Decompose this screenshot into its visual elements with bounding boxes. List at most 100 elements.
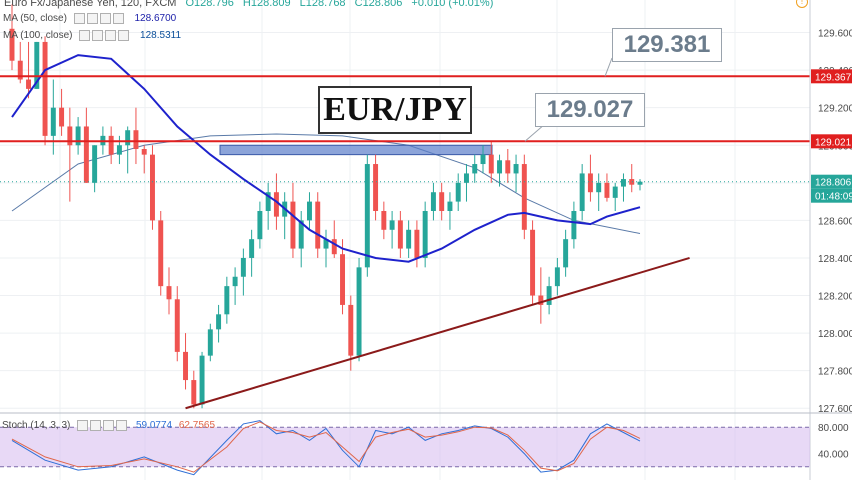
add-icon[interactable] xyxy=(103,420,115,431)
price-tick-label: 128.200 xyxy=(818,292,852,303)
badge-countdown: 01:48:09 xyxy=(815,192,852,203)
ma100-legend[interactable]: MA (100, close) 128.5311 xyxy=(3,30,181,41)
eye-icon[interactable] xyxy=(79,30,91,41)
ma50-controls[interactable] xyxy=(73,13,126,24)
callout-mid[interactable]: 129.027 xyxy=(535,93,645,127)
candle-body xyxy=(554,267,560,287)
stoch-band xyxy=(0,427,810,467)
candle-body xyxy=(249,239,255,258)
candle-body xyxy=(298,220,304,249)
candle-body xyxy=(92,145,98,183)
settings-icon[interactable] xyxy=(92,30,104,41)
candle-body xyxy=(439,192,445,211)
candle-body xyxy=(216,314,222,330)
callout-high[interactable]: 129.381 xyxy=(612,28,722,62)
resistance-lines[interactable] xyxy=(0,75,810,143)
badge-line-high-bg xyxy=(811,69,852,84)
candle-body xyxy=(191,380,197,405)
settings-icon[interactable] xyxy=(86,13,98,24)
settings-icon[interactable] xyxy=(90,420,102,431)
stoch-tick-label: 80.000 xyxy=(818,423,849,434)
candle-body xyxy=(472,164,478,174)
candle-body xyxy=(17,60,23,80)
candle-body xyxy=(158,220,164,287)
price-tick-label: 128.400 xyxy=(818,254,852,265)
eye-icon[interactable] xyxy=(73,13,85,24)
add-icon[interactable] xyxy=(105,30,117,41)
price-tick-label: 128.600 xyxy=(818,216,852,227)
candle-body xyxy=(174,299,180,352)
badge-countdown-bg xyxy=(811,188,852,203)
candle-body xyxy=(331,239,337,255)
candle-body xyxy=(546,286,552,305)
candle-body xyxy=(463,173,469,183)
price-tick-label: 127.800 xyxy=(818,367,852,378)
candle-body xyxy=(447,201,453,211)
close-value: C128.806 xyxy=(354,0,403,9)
close-icon[interactable] xyxy=(116,420,128,431)
candle-body xyxy=(414,229,420,258)
candle-body xyxy=(315,201,321,249)
close-icon[interactable] xyxy=(112,13,124,24)
candle-body xyxy=(571,211,577,240)
candle-body xyxy=(9,28,15,61)
ma50-legend[interactable]: MA (50, close) 128.6700 xyxy=(3,13,176,24)
candle-body xyxy=(505,160,511,174)
badge-last: 128.806 xyxy=(815,178,852,189)
ma100-line xyxy=(11,133,641,234)
alert-icon[interactable]: ! xyxy=(796,0,808,8)
candle-body xyxy=(34,41,40,89)
eye-icon[interactable] xyxy=(77,420,89,431)
candle-body xyxy=(389,220,395,230)
candle-body xyxy=(199,355,205,405)
candle-body xyxy=(265,192,271,211)
candle-body xyxy=(587,173,593,193)
badge-line-high: 129.367 xyxy=(815,72,852,83)
pair-title-annotation[interactable]: EUR/JPY xyxy=(318,86,472,134)
candles xyxy=(9,4,643,409)
candle-body xyxy=(67,126,73,146)
price-tick-label: 127.600 xyxy=(818,404,852,415)
candle-body xyxy=(26,79,32,89)
candle-body xyxy=(637,181,643,185)
candle-body xyxy=(306,201,312,221)
stoch-label: Stoch (14, 3, 3) xyxy=(2,420,71,432)
candle-body xyxy=(488,154,494,174)
candle-body xyxy=(75,126,81,146)
support-zone[interactable] xyxy=(219,144,493,156)
price-tick-label: 129.600 xyxy=(818,29,852,40)
stoch-d-line xyxy=(11,421,641,473)
candle-body xyxy=(563,239,569,268)
candle-body xyxy=(455,182,461,202)
trendline[interactable] xyxy=(185,257,690,410)
ma100-path xyxy=(11,133,641,234)
candle-body xyxy=(348,304,354,356)
candle-body xyxy=(629,179,635,185)
ma50-path xyxy=(11,54,641,263)
candle-body xyxy=(232,276,238,287)
candle-body xyxy=(530,229,536,296)
ma100-value: 128.5311 xyxy=(140,30,182,42)
candle-body xyxy=(497,160,503,174)
ma50-value: 128.6700 xyxy=(134,13,177,25)
candle-body xyxy=(422,211,428,258)
ma100-label: MA (100, close) xyxy=(3,30,73,42)
stoch-legend[interactable]: Stoch (14, 3, 3) 59.0774 62.7565 xyxy=(2,420,215,431)
candle-body xyxy=(108,135,114,155)
ma100-controls[interactable] xyxy=(79,30,131,41)
stoch-controls[interactable] xyxy=(77,420,129,431)
change-value: +0.010 (+0.01%) xyxy=(411,0,494,9)
candle-body xyxy=(149,154,155,221)
candle-body xyxy=(141,149,147,155)
candle-body xyxy=(406,229,412,249)
stoch-panel: 80.000 40.000 xyxy=(0,412,852,476)
close-icon[interactable] xyxy=(118,30,130,41)
candle-body xyxy=(240,257,246,277)
callout-high-pointer xyxy=(604,57,613,77)
candle-body xyxy=(373,164,379,211)
add-icon[interactable] xyxy=(99,13,111,24)
stoch-k-value: 59.0774 xyxy=(135,420,173,432)
candle-body xyxy=(290,201,296,249)
